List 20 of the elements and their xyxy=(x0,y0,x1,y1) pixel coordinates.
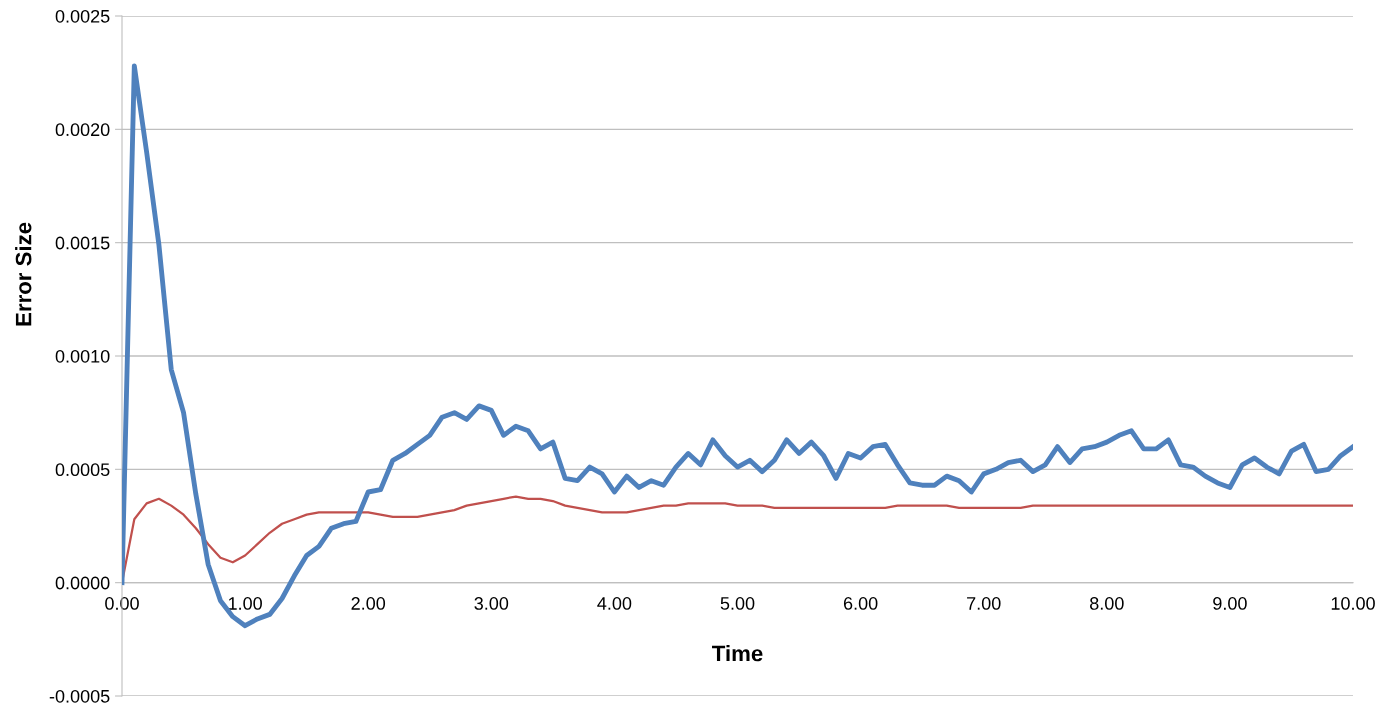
x-tick-label: 8.00 xyxy=(1090,597,1124,610)
y-tick-label: 0.0005 xyxy=(55,463,110,477)
x-tick-label: 7.00 xyxy=(967,597,1001,610)
x-tick-label: 10.00 xyxy=(1331,597,1375,610)
y-tick-label: 0.0020 xyxy=(55,123,110,137)
x-tick-label: 5.00 xyxy=(720,597,755,610)
x-axis-title: Time xyxy=(712,645,763,662)
y-tick-label: 0.0000 xyxy=(55,576,110,590)
y-axis-title: Error Size xyxy=(15,222,32,326)
x-tick-label: 3.00 xyxy=(474,597,509,610)
x-tick-label: 4.00 xyxy=(597,597,632,610)
y-tick-label: -0.0005 xyxy=(49,689,110,703)
y-tick-label: 0.0025 xyxy=(55,9,110,23)
y-tick-label: 0.0010 xyxy=(55,349,110,363)
x-tick-label: 0.00 xyxy=(105,597,139,610)
x-tick-label: 6.00 xyxy=(843,597,878,610)
x-tick-label: 2.00 xyxy=(351,597,386,610)
x-tick-label: 1.00 xyxy=(228,597,262,610)
y-tick-label: 0.0015 xyxy=(55,236,110,250)
x-tick-label: 9.00 xyxy=(1213,597,1247,610)
